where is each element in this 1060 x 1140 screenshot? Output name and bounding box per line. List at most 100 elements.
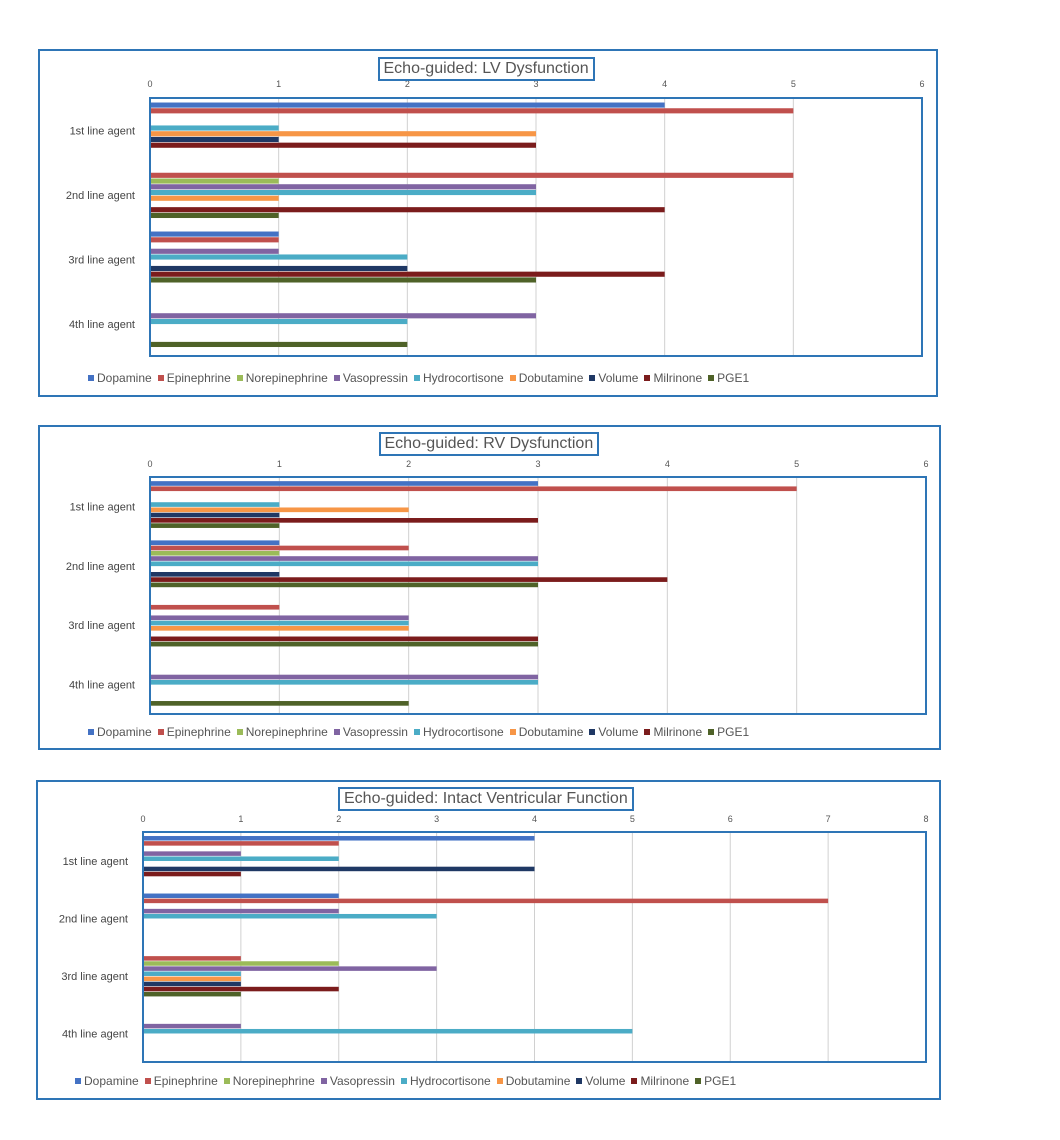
- legend-swatch: [144, 1078, 151, 1084]
- bar: [150, 674, 538, 680]
- plot-area-frame: [149, 97, 923, 357]
- legend-swatch: [413, 375, 420, 381]
- legend-swatch: [576, 1078, 583, 1084]
- legend-item: PGE1: [708, 725, 749, 739]
- chart-legend: Dopamine Epinephrine Norepinephrine Vasopre…: [88, 371, 749, 385]
- bar: [150, 265, 408, 272]
- bar: [150, 701, 409, 706]
- legend-item: Epinephrine: [157, 371, 231, 385]
- legend-item: Dopamine: [88, 371, 152, 385]
- legend-item: Epinephrine: [157, 725, 231, 739]
- category-label: 2nd line agent: [66, 561, 135, 573]
- bar: [143, 971, 241, 976]
- x-tick-label: 3: [535, 459, 540, 469]
- legend-label: Milrinone: [653, 725, 703, 739]
- legend-item: Dobutamine: [496, 1074, 571, 1088]
- bar: [143, 986, 339, 992]
- bar: [150, 507, 409, 513]
- bar: [143, 966, 437, 971]
- bar: [150, 136, 279, 143]
- legend-label: Volume: [598, 725, 639, 739]
- category-label: 4th line agent: [62, 1028, 128, 1040]
- bar: [150, 636, 538, 642]
- legend-swatch: [157, 375, 164, 381]
- bar: [150, 189, 536, 196]
- legend-swatch: [157, 729, 164, 735]
- legend-label: Norepinephrine: [245, 725, 328, 739]
- bar: [143, 981, 241, 987]
- legend-item: Volume: [589, 371, 638, 385]
- bar: [150, 550, 280, 556]
- bar: [150, 178, 279, 184]
- bar: [143, 856, 339, 861]
- legend-swatch: [413, 729, 420, 735]
- bar: [143, 913, 437, 919]
- x-tick-label: 3: [434, 814, 439, 824]
- category-label: 1st line agent: [70, 125, 135, 137]
- legend-item: Vasopressin: [333, 371, 408, 385]
- legend-label: Hydrocortisone: [422, 725, 504, 739]
- x-tick-label: 1: [277, 459, 282, 469]
- bar: [143, 976, 241, 982]
- legend-label: PGE1: [717, 725, 750, 739]
- bar: [150, 195, 279, 201]
- bar: [150, 254, 408, 260]
- legend-swatch: [631, 1078, 638, 1084]
- legend-label: Epinephrine: [153, 1074, 218, 1088]
- bar: [150, 518, 538, 523]
- legend-item: Dopamine: [75, 1074, 139, 1088]
- x-tick-label: 1: [276, 79, 281, 89]
- category-label: 3rd line agent: [61, 971, 128, 983]
- legend-item: Vasopressin: [333, 725, 408, 739]
- legend-label: Epinephrine: [166, 371, 231, 385]
- legend-swatch: [695, 1078, 702, 1084]
- bar: [150, 212, 279, 219]
- bar: [150, 102, 665, 108]
- chart-panel: [36, 780, 941, 1100]
- bar: [143, 898, 829, 904]
- bar: [150, 561, 538, 567]
- category-label: 2nd line agent: [66, 190, 135, 202]
- legend-label: Hydrocortisone: [422, 371, 504, 385]
- bar: [150, 641, 538, 647]
- legend-item: Norepinephrine: [223, 1074, 315, 1088]
- bar: [143, 866, 535, 872]
- bar: [150, 512, 280, 518]
- legend-label: Volume: [598, 371, 639, 385]
- x-tick-label: 4: [532, 814, 537, 824]
- bar: [143, 908, 339, 914]
- bar: [150, 502, 280, 507]
- legend-item: Dobutamine: [509, 725, 584, 739]
- bar: [143, 893, 339, 899]
- legend-label: Hydrocortisone: [409, 1074, 491, 1088]
- legend-swatch: [496, 1078, 503, 1084]
- x-tick-label: 2: [405, 79, 410, 89]
- x-tick-label: 4: [662, 79, 667, 89]
- x-tick-label: 1: [238, 814, 243, 824]
- legend-item: Dobutamine: [509, 371, 583, 385]
- category-label: 4th line agent: [69, 679, 135, 691]
- bar: [150, 108, 794, 114]
- x-tick-label: 8: [923, 814, 928, 824]
- bar: [150, 556, 538, 561]
- bar: [150, 142, 536, 148]
- bar: [143, 871, 241, 877]
- legend-swatch: [236, 729, 243, 735]
- legend-swatch: [708, 729, 715, 735]
- legend-label: Dobutamine: [518, 725, 584, 739]
- bar: [143, 991, 241, 997]
- legend-label: Dobutamine: [505, 1074, 571, 1088]
- bar: [150, 620, 409, 626]
- legend-label: Epinephrine: [166, 725, 231, 739]
- bar: [143, 851, 241, 856]
- bar: [150, 540, 280, 546]
- legend-item: Hydrocortisone: [413, 725, 504, 739]
- legend-item: Milrinone: [644, 371, 702, 385]
- legend-item: PGE1: [708, 371, 749, 385]
- legend-item: Hydrocortisone: [413, 371, 504, 385]
- x-tick-label: 2: [336, 814, 341, 824]
- legend-item: Norepinephrine: [236, 371, 328, 385]
- x-tick-label: 6: [923, 459, 928, 469]
